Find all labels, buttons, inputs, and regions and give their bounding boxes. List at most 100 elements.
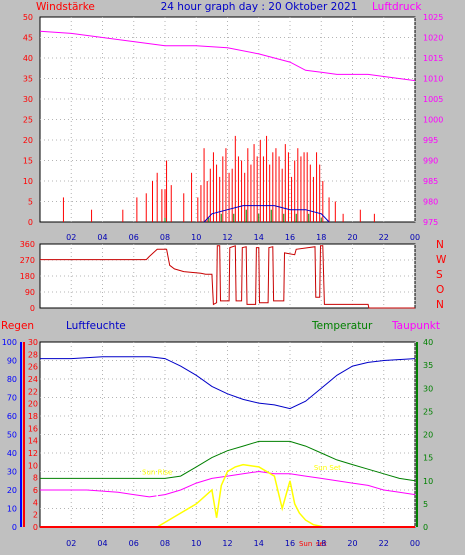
pressure-tick-label: 980 (423, 198, 438, 207)
humidity-tick-label: 100 (2, 338, 17, 347)
compass-label: W (436, 254, 447, 266)
x-tick-label: 04 (97, 233, 107, 242)
rain-tick-label: 8 (33, 474, 38, 483)
x-tick-label: 20 (347, 233, 357, 242)
humidity-axis-label: Luftfeuchte (66, 320, 126, 332)
x-tick-label: 18 (316, 233, 326, 242)
direction-tick-label: 270 (20, 256, 35, 265)
pressure-tick-label: 1010 (423, 75, 443, 84)
x-tick-label: 12 (222, 539, 232, 548)
wind-axis-label: Windstärke (36, 1, 95, 13)
temperature-tick-label: 5 (423, 500, 428, 509)
rain-tick-label: 4 (33, 498, 38, 507)
x-tick-label: 08 (160, 233, 170, 242)
humidity-tick-label: 60 (7, 412, 17, 421)
direction-line (40, 245, 415, 309)
wind-tick-label: 50 (23, 13, 33, 22)
temperature-tick-label: 35 (423, 361, 433, 370)
rain-tick-label: 30 (28, 338, 38, 347)
humidity-tick-label: 20 (7, 486, 17, 495)
compass-label: O (436, 284, 444, 296)
temperature-tick-label: 20 (423, 431, 433, 440)
sunset-annotation: Sun Set (314, 464, 341, 472)
pressure-tick-label: 990 (423, 157, 438, 166)
temperature-axis-label: Temperatur (311, 320, 373, 332)
wind-tick-label: 20 (23, 136, 33, 145)
sunrise-annotation: Sun Rise (142, 469, 172, 477)
x-tick-label: 16 (285, 539, 295, 548)
rain-tick-label: 6 (33, 486, 38, 495)
pressure-tick-label: 985 (423, 177, 438, 186)
rain-tick-label: 20 (28, 400, 38, 409)
pressure-tick-label: 1000 (423, 116, 443, 125)
wind-tick-label: 0 (28, 218, 33, 227)
sun-tick-annotation: Sun (299, 540, 312, 548)
pressure-axis-label: Luftdruck (372, 1, 422, 13)
temperature-tick-label: 30 (423, 384, 433, 393)
rain-tick-label: 10 (28, 461, 38, 470)
temperature-tick-label: 40 (423, 338, 433, 347)
wind-tick-label: 30 (23, 95, 33, 104)
humidity-tick-label: 70 (7, 394, 17, 403)
temperature-tick-label: 10 (423, 477, 433, 486)
x-tick-label: 16 (285, 233, 295, 242)
x-tick-label: 14 (254, 539, 264, 548)
rain-tick-label: 2 (33, 511, 38, 520)
temperature-tick-label: 15 (423, 454, 433, 463)
dewpoint-axis-label: Taupunkt (391, 320, 440, 332)
pressure-tick-label: 1015 (423, 54, 443, 63)
x-tick-label: 02 (66, 233, 76, 242)
pressure-tick-label: 1005 (423, 95, 443, 104)
wind-tick-label: 10 (23, 177, 33, 186)
temperature-line (40, 440, 416, 482)
wind-tick-label: 45 (23, 34, 33, 43)
humidity-tick-label: 80 (7, 375, 17, 384)
direction-tick-label: 180 (20, 272, 35, 281)
pressure-line (39, 30, 416, 82)
humidity-tick-label: 0 (12, 523, 17, 532)
direction-tick-label: 360 (20, 240, 35, 249)
rain-tick-label: 24 (28, 375, 38, 384)
rain-tick-label: 18 (28, 412, 38, 421)
direction-tick-label: 0 (30, 304, 35, 313)
direction-tick-label: 90 (25, 288, 35, 297)
x-tick-label: 22 (379, 233, 389, 242)
chart-title: 24 hour graph day : 20 Oktober 2021 (161, 1, 358, 13)
humidity-tick-label: 90 (7, 357, 17, 366)
wind-tick-label: 25 (23, 116, 33, 125)
x-tick-label: 06 (129, 233, 139, 242)
x-tick-label: 22 (379, 539, 389, 548)
x-tick-label: 20 (347, 539, 357, 548)
set-tick-annotation: set (316, 540, 327, 548)
rain-axis-label: Regen (1, 320, 34, 332)
compass-label: N (436, 239, 444, 251)
gust-line (203, 205, 330, 223)
x-tick-label: 14 (254, 233, 264, 242)
x-tick-label: 10 (191, 233, 201, 242)
x-tick-label: 18 (316, 539, 326, 548)
humidity-tick-label: 10 (7, 505, 17, 514)
x-tick-label: 02 (66, 539, 76, 548)
x-tick-label: 04 (97, 539, 107, 548)
rain-tick-label: 22 (28, 387, 38, 396)
temperature-tick-label: 25 (423, 407, 433, 416)
compass-label: S (436, 269, 443, 281)
wind-tick-label: 40 (23, 54, 33, 63)
humidity-tick-label: 30 (7, 468, 17, 477)
x-tick-label: 08 (160, 539, 170, 548)
rain-tick-label: 16 (28, 424, 38, 433)
rain-tick-label: 12 (28, 449, 38, 458)
humidity-tick-label: 40 (7, 449, 17, 458)
temperature-tick-label: 0 (423, 523, 428, 532)
x-tick-label: 00 (410, 539, 420, 548)
pressure-tick-label: 995 (423, 136, 438, 145)
humidity-line (40, 356, 416, 410)
rain-tick-label: 0 (33, 523, 38, 532)
x-tick-label: 12 (222, 233, 232, 242)
x-tick-label: 00 (410, 233, 420, 242)
rain-tick-label: 26 (28, 363, 38, 372)
pressure-tick-label: 1020 (423, 34, 443, 43)
humidity-tick-label: 50 (7, 431, 17, 440)
rain-tick-label: 14 (28, 437, 38, 446)
